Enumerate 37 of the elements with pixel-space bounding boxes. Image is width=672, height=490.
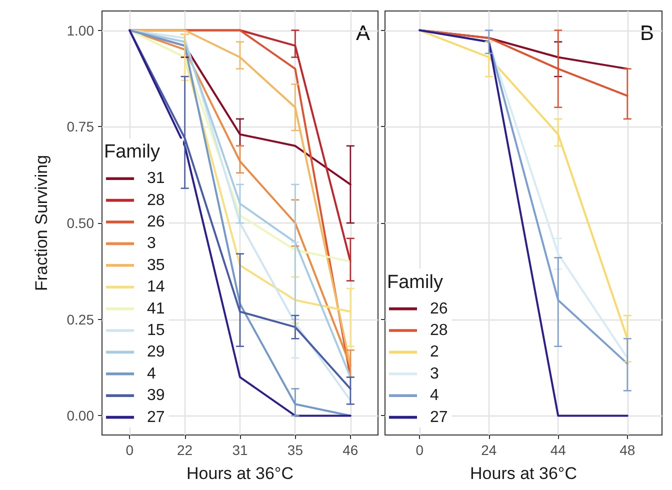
x-tick-label: 35 <box>287 442 304 458</box>
legend-label: 27 <box>430 408 448 426</box>
y-tick-label: 0.50 <box>66 215 94 231</box>
y-tick-label: 1.00 <box>66 22 94 38</box>
legend-label: 15 <box>147 322 165 339</box>
x-axis-title: Hours at 36°C <box>186 464 294 483</box>
x-axis-title: Hours at 36°C <box>470 464 577 483</box>
x-tick-label: 46 <box>342 442 358 458</box>
legend-label: 26 <box>147 214 165 230</box>
y-tick-label: 0.00 <box>66 408 94 424</box>
x-tick-label: 22 <box>177 442 193 458</box>
x-tick-label: 48 <box>620 442 636 458</box>
legend-label: 31 <box>147 170 165 188</box>
legend-label: 3 <box>430 365 439 382</box>
legend-label: 14 <box>147 278 165 296</box>
y-axis-title: Fraction Surviving <box>32 154 51 292</box>
y-tick-label: 0.75 <box>66 118 94 135</box>
legend-label: 27 <box>147 408 165 426</box>
legend-label: 28 <box>430 322 448 339</box>
legend-label: 41 <box>147 300 165 318</box>
legend-label: 39 <box>147 387 165 404</box>
legend-label: 26 <box>430 300 448 318</box>
legend-label: 35 <box>147 256 165 274</box>
x-tick-label: 0 <box>126 442 134 458</box>
y-tick-label: 0.25 <box>66 311 94 328</box>
legend-label: 28 <box>147 192 165 209</box>
x-tick-label: 31 <box>232 442 248 458</box>
x-tick-label: 0 <box>416 442 424 458</box>
legend-label: 4 <box>430 387 439 404</box>
legend-label: 29 <box>147 344 165 361</box>
legend-label: 2 <box>430 344 439 361</box>
legend-title: Family <box>387 272 444 293</box>
legend-label: 4 <box>147 365 156 382</box>
legend-label: 3 <box>147 235 156 252</box>
legend-title: Family <box>104 142 160 163</box>
x-tick-label: 24 <box>481 442 497 458</box>
x-tick-label: 44 <box>550 442 566 458</box>
